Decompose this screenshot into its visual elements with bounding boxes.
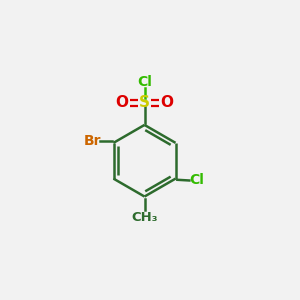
Text: O: O xyxy=(116,95,128,110)
Text: CH₃: CH₃ xyxy=(131,211,158,224)
Text: Cl: Cl xyxy=(137,75,152,89)
Text: O: O xyxy=(160,95,174,110)
Text: S: S xyxy=(139,95,150,110)
Text: Cl: Cl xyxy=(190,173,204,188)
Text: Br: Br xyxy=(83,134,101,148)
